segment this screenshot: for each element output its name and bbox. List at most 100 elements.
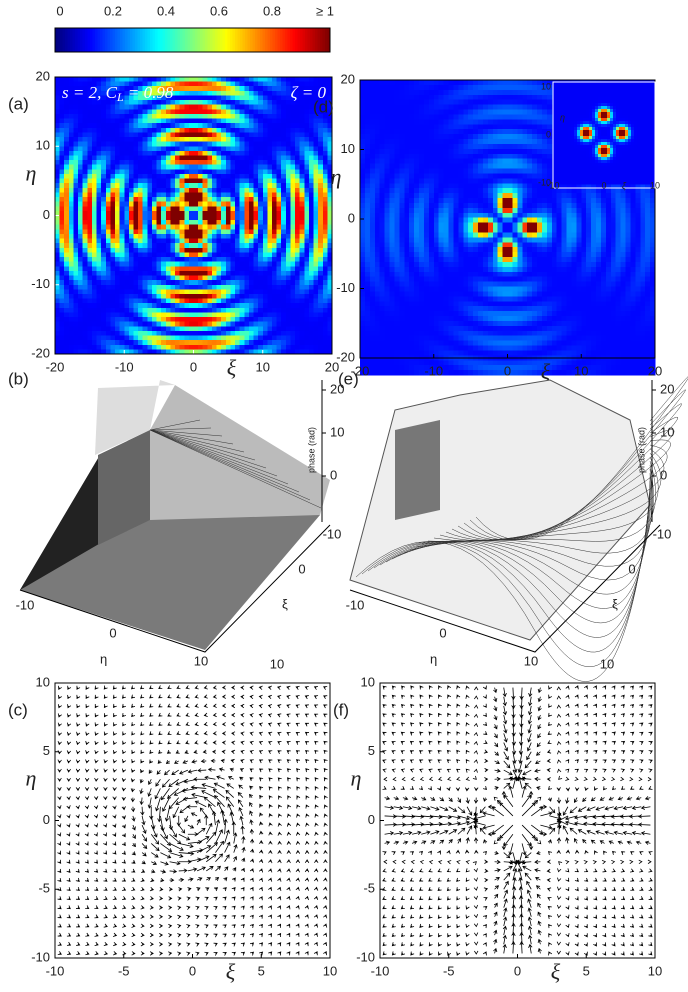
heat-cell [133,275,139,281]
heat-cell [151,137,158,143]
heat-cell [68,146,75,152]
heat-cell [423,99,430,106]
heat-cell [110,229,116,235]
heat-cell [147,340,153,346]
heat-cell [198,150,204,157]
heat-cell [119,197,125,203]
heat-cell [138,118,144,124]
heat-cell [64,330,70,337]
heat-cell [404,261,410,268]
heat-cell [458,291,464,297]
heat-cell [128,141,135,147]
heat-cell [202,127,208,133]
heat-cell [399,168,405,175]
heat-cell [161,160,167,166]
heat-cell [276,100,282,106]
heat-cell [147,284,153,290]
heat-cell [428,153,435,160]
heat-cell [428,119,435,125]
heat-cell [142,113,148,120]
heat-cell [161,220,167,226]
heat-cell [253,303,259,309]
heat-cell [433,340,440,347]
heat-cell [147,312,153,318]
heat-cell [364,330,371,337]
heat-cell [285,86,292,92]
heat-cell [198,118,204,124]
heat-cell [308,326,315,332]
heat-cell [235,270,241,277]
heat-cell [360,188,366,194]
heat-cell [364,114,371,120]
heat-cell [414,158,420,165]
heat-cell [253,215,259,221]
heat-cell [318,243,324,249]
heat-cell [124,127,130,133]
heat-cell [262,321,268,327]
heat-cell [105,104,111,110]
heat-cell [443,94,450,101]
heat-cell [87,146,93,152]
heat-cell [428,345,435,352]
heat-cell [458,306,464,312]
heat-cell [156,293,162,300]
heat-cell [458,84,464,91]
heat-cell [165,298,172,304]
heat-cell [290,95,296,101]
heat-cell [248,95,255,101]
heat-cell [318,109,324,115]
heat-cell [399,306,405,312]
heat-cell [419,99,425,106]
heat-cell [258,252,264,258]
heat-cell [374,168,381,175]
heat-cell [379,232,386,238]
heat-cell [389,261,396,268]
heat-cell [313,123,319,129]
heat-cell [433,261,440,268]
heat-cell [142,220,148,226]
heat-cell [253,164,259,170]
heat-cell [308,206,315,212]
heat-cell [193,298,199,304]
heat-cell [124,183,130,189]
heat-cell [128,127,135,133]
heat-cell [295,289,301,295]
heat-cell [161,137,167,143]
heat-cell [207,224,213,230]
heat-cell [147,257,153,263]
heat-cell [110,233,116,240]
heat-cell [207,141,213,147]
heat-cell [290,173,296,180]
heat-cell [448,178,455,184]
heat-cell [384,99,391,106]
heat-cell [239,340,245,346]
heat-cell [115,150,121,157]
heat-cell [151,109,158,115]
heat-cell [389,242,396,248]
heat-cell [184,146,190,152]
heat-cell [202,77,208,83]
heat-cell [364,261,371,268]
heat-cell [244,275,250,281]
heat-cell [202,349,208,355]
heat-cell [308,127,315,133]
heat-cell [221,164,227,170]
heat-cell [198,95,204,101]
heat-cell [87,123,93,129]
heat-cell [138,293,144,300]
heat-cell [68,104,75,110]
heat-cell [313,275,319,281]
heat-cell [198,220,204,226]
heat-cell [360,242,366,248]
heat-cell [156,233,162,240]
heat-cell [239,220,245,226]
heat-cell [119,266,125,272]
heat-cell [188,215,195,221]
heat-cell [285,95,292,101]
heat-cell [198,275,204,281]
heat-cell [299,90,305,97]
heat-cell [55,123,61,129]
heat-cell [239,303,245,309]
heat-cell [170,330,176,337]
heat-cell [453,139,459,145]
